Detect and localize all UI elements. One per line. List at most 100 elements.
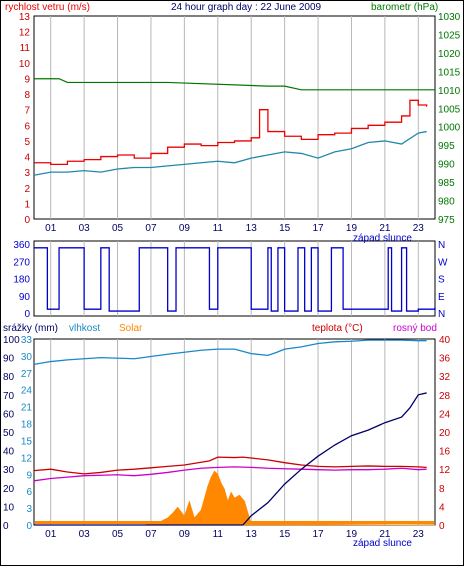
x-tick-label: 23 bbox=[413, 529, 425, 540]
temperature-tick-label: 28 bbox=[439, 391, 451, 402]
x-tick-label: 07 bbox=[145, 223, 157, 234]
direction-tick-label: 0 bbox=[24, 309, 30, 320]
precip-axis-label: srážky (mm) bbox=[3, 323, 58, 334]
precip-tick-label: 100 bbox=[3, 335, 20, 346]
wind-direction-line bbox=[34, 247, 436, 312]
weather-chart: 0102030405060708090100036912151821242730… bbox=[3, 335, 451, 540]
x-tick-label: 03 bbox=[79, 223, 91, 234]
wind-tick-label: 8 bbox=[24, 90, 30, 101]
humidity-tick-label: 30 bbox=[21, 352, 33, 363]
pressure-tick-label: 995 bbox=[438, 141, 455, 152]
temperature-tick-label: 0 bbox=[439, 521, 445, 532]
pressure-line bbox=[34, 78, 435, 91]
x-tick-label: 19 bbox=[346, 529, 358, 540]
pressure-tick-label: 975 bbox=[438, 215, 455, 226]
x-tick-label: 15 bbox=[279, 223, 291, 234]
precip-tick-label: 70 bbox=[3, 391, 15, 402]
x-tick-label: 19 bbox=[346, 223, 358, 234]
precip-tick-label: 20 bbox=[3, 484, 15, 495]
pressure-tick-label: 980 bbox=[438, 197, 455, 208]
x-tick-label: 03 bbox=[79, 529, 91, 540]
compass-tick-label: W bbox=[438, 257, 448, 268]
precip-tick-label: 0 bbox=[3, 521, 9, 532]
precip-tick-label: 60 bbox=[3, 409, 15, 420]
sunset-label: západ slunce bbox=[353, 538, 412, 549]
x-tick-label: 05 bbox=[112, 223, 124, 234]
pressure-tick-label: 1025 bbox=[438, 30, 461, 41]
wind-tick-label: 12 bbox=[19, 28, 31, 39]
wind-tick-label: 2 bbox=[24, 184, 30, 195]
humidity-tick-label: 15 bbox=[21, 436, 33, 447]
x-tick-label: 13 bbox=[246, 529, 258, 540]
humidity-tick-label: 24 bbox=[21, 386, 33, 397]
wind-tick-label: 7 bbox=[24, 106, 30, 117]
precip-tick-label: 40 bbox=[3, 447, 15, 458]
humidity-tick-label: 27 bbox=[21, 369, 33, 380]
direction-tick-label: 270 bbox=[13, 257, 30, 268]
x-tick-label: 21 bbox=[379, 223, 391, 234]
humidity-axis-label: vlhkost bbox=[69, 323, 100, 334]
temperature-tick-label: 8 bbox=[439, 484, 445, 495]
temperature-tick-label: 4 bbox=[439, 502, 445, 513]
humidity-tick-label: 6 bbox=[26, 487, 32, 498]
wind-tick-label: 10 bbox=[19, 59, 31, 70]
solar-baseline-bar bbox=[35, 521, 434, 524]
precip-tick-label: 80 bbox=[3, 372, 15, 383]
wind-axis-label: rychlost vetru (m/s) bbox=[5, 2, 90, 13]
temperature-tick-label: 12 bbox=[439, 465, 451, 476]
compass-tick-label: N bbox=[438, 309, 445, 320]
pressure-tick-label: 1020 bbox=[438, 49, 461, 60]
direction-tick-label: 180 bbox=[13, 275, 30, 286]
pressure-tick-label: 985 bbox=[438, 178, 455, 189]
humidity-tick-label: 3 bbox=[26, 504, 32, 515]
pressure-tick-label: 1015 bbox=[438, 67, 461, 78]
dewpoint-axis-label: rosný bod bbox=[393, 323, 437, 334]
temperature-line bbox=[33, 456, 427, 475]
temperature-tick-label: 24 bbox=[439, 409, 451, 420]
pressure-tick-label: 1005 bbox=[438, 104, 461, 115]
plot-area bbox=[33, 240, 436, 317]
humidity-tick-label: 21 bbox=[21, 403, 33, 414]
x-tick-label: 11 bbox=[213, 223, 224, 234]
compass-tick-label: E bbox=[438, 292, 445, 303]
temperature-tick-label: 40 bbox=[439, 335, 451, 346]
wind-tick-label: 1 bbox=[24, 199, 30, 210]
wind-tick-label: 11 bbox=[20, 43, 31, 54]
temperature-axis-label: teplota (°C) bbox=[312, 323, 363, 334]
pressure-tick-label: 1010 bbox=[438, 86, 461, 97]
x-tick-label: 07 bbox=[145, 529, 157, 540]
x-tick-label: 17 bbox=[312, 223, 324, 234]
precipitation-line bbox=[34, 392, 427, 526]
temperature-tick-label: 16 bbox=[439, 447, 451, 458]
x-tick-label: 17 bbox=[312, 529, 324, 540]
temperature-tick-label: 36 bbox=[439, 354, 451, 365]
x-tick-label: 11 bbox=[213, 529, 224, 540]
humidity-tick-label: 33 bbox=[21, 335, 33, 346]
wind-tick-label: 13 bbox=[19, 12, 31, 23]
precip-tick-label: 50 bbox=[3, 428, 15, 439]
wind-pressure-chart: 0123456789101112139759809859909951000100… bbox=[19, 12, 461, 234]
humidity-tick-label: 12 bbox=[21, 453, 33, 464]
solar-axis-label: Solar bbox=[119, 323, 143, 334]
direction-tick-label: 360 bbox=[13, 240, 30, 251]
humidity-tick-label: 9 bbox=[26, 470, 32, 481]
wind-tick-label: 5 bbox=[24, 137, 30, 148]
pressure-tick-label: 1030 bbox=[438, 12, 461, 23]
compass-tick-label: S bbox=[438, 275, 445, 286]
humidity-tick-label: 0 bbox=[26, 521, 32, 532]
x-tick-label: 21 bbox=[379, 529, 391, 540]
x-tick-label: 01 bbox=[45, 223, 57, 234]
pressure-tick-label: 990 bbox=[438, 160, 455, 171]
x-tick-label: 05 bbox=[112, 529, 124, 540]
humidity-tick-label: 18 bbox=[21, 420, 33, 431]
plot-area bbox=[33, 15, 436, 220]
wind-speed-line bbox=[34, 99, 428, 165]
sunset-label: západ slunce bbox=[353, 233, 412, 244]
x-tick-label: 23 bbox=[413, 223, 425, 234]
x-tick-label: 09 bbox=[179, 529, 191, 540]
precip-tick-label: 10 bbox=[3, 502, 15, 513]
chart-title: 24 hour graph day : 22 June 2009 bbox=[171, 2, 322, 13]
solar-area bbox=[34, 470, 436, 526]
pressure-axis-label: barometr (hPa) bbox=[371, 2, 438, 13]
